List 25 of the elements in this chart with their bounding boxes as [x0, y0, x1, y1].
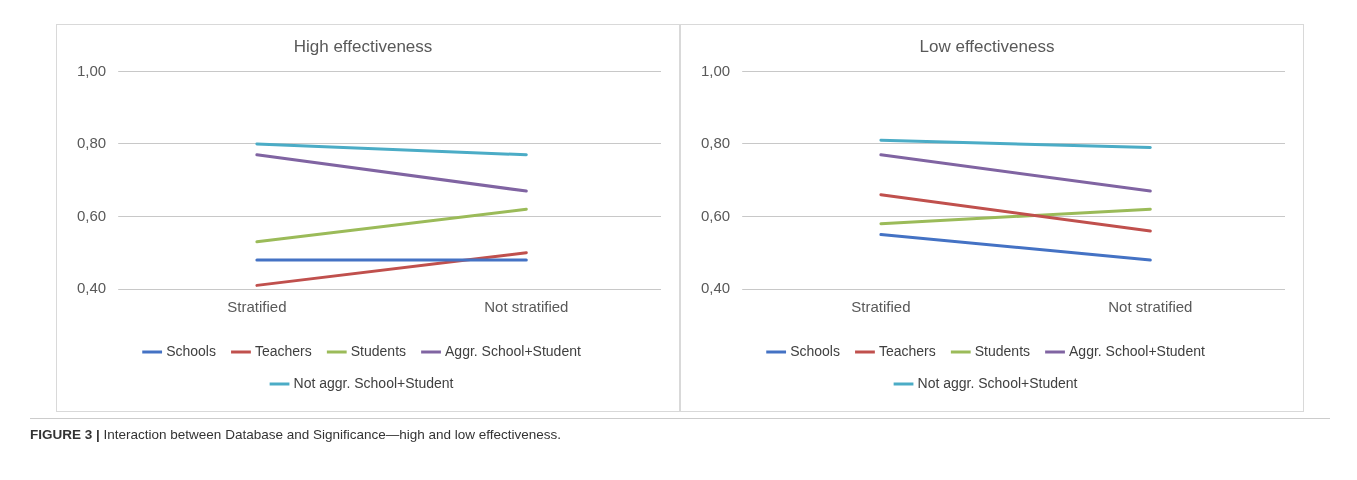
legend-label: Not aggr. School+Student — [917, 374, 1078, 391]
legend-label: Teachers — [878, 342, 936, 359]
legend-label: Not aggr. School+Student — [293, 374, 454, 391]
legend-label: Schools — [790, 342, 840, 359]
y-tick-label: 0,40 — [700, 279, 731, 297]
x-tick-label: Not stratified — [484, 298, 569, 316]
legend-label: Students — [350, 342, 407, 359]
x-tick-label: Not stratified — [1108, 298, 1193, 316]
legend-label: Aggr. School+Student — [445, 342, 581, 359]
y-tick-label: 0,60 — [76, 206, 107, 224]
x-tick-label: Stratified — [227, 298, 287, 316]
y-tick-label: 1,00 — [700, 61, 731, 79]
y-tick-label: 0,60 — [700, 206, 731, 224]
y-tick-label: 0,80 — [76, 134, 107, 152]
caption: FIGURE 3 | Interaction between Database and Significance—high and low effectiveness. — [30, 427, 563, 442]
chart-title: Low effectiveness — [919, 36, 1055, 56]
legend-label: Students — [974, 342, 1031, 359]
legend-label: Aggr. School+Student — [1069, 342, 1205, 359]
y-tick-label: 1,00 — [76, 61, 107, 79]
legend-label: Teachers — [254, 342, 312, 359]
y-tick-label: 0,80 — [700, 134, 731, 152]
legend-label: Schools — [166, 342, 216, 359]
chart-title: High effectiveness — [293, 36, 433, 56]
x-tick-label: Stratified — [851, 298, 911, 316]
y-tick-label: 0,40 — [76, 279, 107, 297]
